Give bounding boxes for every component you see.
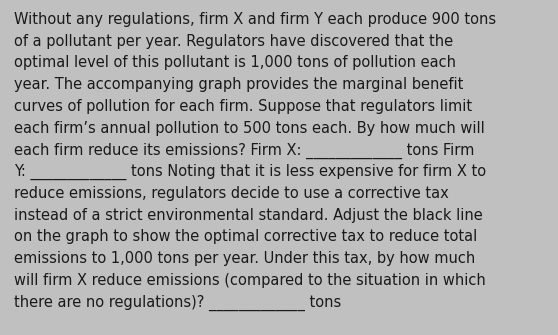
Text: emissions to 1,000 tons per year. Under this tax, by how much: emissions to 1,000 tons per year. Under … [14,251,475,266]
Text: reduce emissions, regulators decide to use a corrective tax: reduce emissions, regulators decide to u… [14,186,449,201]
Text: curves of pollution for each firm. Suppose that regulators limit: curves of pollution for each firm. Suppo… [14,99,472,114]
Text: of a pollutant per year. Regulators have discovered that the: of a pollutant per year. Regulators have… [14,34,453,49]
Text: Y: _____________ tons Noting that it is less expensive for firm X to: Y: _____________ tons Noting that it is … [14,164,486,180]
Text: each firm reduce its emissions? Firm X: _____________ tons Firm: each firm reduce its emissions? Firm X: … [14,142,474,158]
Text: year. The accompanying graph provides the marginal benefit: year. The accompanying graph provides th… [14,77,463,92]
Text: will firm X reduce emissions (compared to the situation in which: will firm X reduce emissions (compared t… [14,273,485,288]
Text: there are no regulations)? _____________ tons: there are no regulations)? _____________… [14,295,341,311]
Text: Without any regulations, firm X and firm Y each produce 900 tons: Without any regulations, firm X and firm… [14,12,496,27]
Text: on the graph to show the optimal corrective tax to reduce total: on the graph to show the optimal correct… [14,229,477,245]
Text: each firm’s annual pollution to 500 tons each. By how much will: each firm’s annual pollution to 500 tons… [14,121,485,136]
Text: optimal level of this pollutant is 1,000 tons of pollution each: optimal level of this pollutant is 1,000… [14,55,456,70]
Text: instead of a strict environmental standard. Adjust the black line: instead of a strict environmental standa… [14,208,483,223]
